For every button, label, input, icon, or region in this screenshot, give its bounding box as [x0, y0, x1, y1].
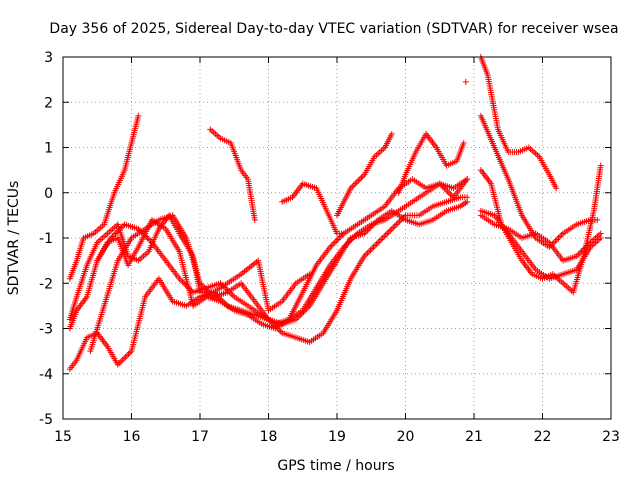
y-tick-label: 2 [44, 95, 53, 111]
data-point [390, 224, 397, 231]
x-tick-label: 21 [465, 429, 483, 445]
data-point [378, 236, 385, 243]
data-point [185, 284, 192, 291]
data-point [597, 162, 604, 169]
data-point [365, 248, 372, 255]
data-point [382, 231, 389, 238]
data-point [251, 216, 258, 223]
data-point [388, 130, 395, 137]
y-tick-label: 1 [44, 141, 53, 157]
x-tick-label: 19 [328, 429, 346, 445]
data-point [393, 221, 400, 228]
data-point [464, 198, 471, 205]
data-point [460, 139, 467, 146]
data-point [352, 180, 359, 187]
data-point [372, 242, 379, 249]
data-point [123, 352, 130, 359]
y-tick-label: -2 [39, 276, 53, 292]
data-point [333, 238, 340, 245]
data-point [553, 185, 560, 192]
data-point [364, 250, 371, 257]
x-tick-label: 22 [534, 429, 552, 445]
y-tick-label: 0 [44, 186, 53, 202]
data-point [373, 241, 380, 248]
data-point [119, 357, 126, 364]
data-point [553, 236, 560, 243]
data-point [594, 216, 601, 223]
data-point [379, 235, 386, 241]
data-point [558, 231, 565, 238]
x-tick-label: 20 [397, 429, 415, 445]
data-point [576, 250, 583, 257]
x-tick-label: 18 [260, 429, 278, 445]
data-point [394, 219, 401, 226]
data-point [353, 179, 360, 186]
data-point [362, 251, 369, 258]
x-tick-label: 23 [602, 429, 620, 445]
data-point [359, 173, 366, 180]
data-point [346, 238, 353, 245]
data-point [375, 239, 382, 246]
data-point [391, 222, 398, 229]
data-marks [66, 54, 604, 373]
data-point [229, 292, 236, 299]
data-point [381, 233, 388, 240]
data-point [387, 227, 394, 234]
data-point [331, 239, 338, 246]
data-point [464, 176, 471, 183]
data-point [376, 238, 383, 245]
data-point [369, 245, 376, 252]
x-tick-label: 16 [123, 429, 141, 445]
data-point [122, 354, 129, 361]
data-point [367, 247, 374, 254]
data-point [120, 222, 127, 229]
y-tick-label: -5 [39, 412, 53, 428]
data-point [328, 242, 335, 249]
chart-title: Day 356 of 2025, Sidereal Day-to-day VTE… [49, 21, 618, 37]
data-point [337, 233, 344, 240]
data-point [350, 182, 357, 189]
data-point [358, 174, 365, 181]
data-point [340, 230, 347, 237]
y-tick-label: -1 [39, 231, 53, 247]
y-axis-label: SDTVAR / TECUs [6, 181, 22, 296]
data-point [334, 236, 341, 243]
x-tick-label: 15 [54, 429, 72, 445]
data-point [117, 358, 124, 365]
data-point [330, 241, 337, 248]
data-point [462, 78, 469, 85]
data-point [125, 351, 132, 358]
y-tick-label: -3 [39, 322, 53, 338]
data-point [135, 112, 142, 119]
data-point [597, 230, 604, 237]
x-axis-label: GPS time / hours [277, 458, 394, 474]
data-point [557, 233, 564, 240]
data-point [384, 230, 391, 237]
data-point [552, 238, 559, 245]
data-point [388, 225, 395, 232]
y-tick-label: 3 [44, 50, 53, 66]
data-point [355, 177, 362, 184]
data-point [447, 191, 454, 198]
data-point [445, 189, 452, 196]
data-point [555, 235, 562, 241]
x-tick-label: 17 [191, 429, 209, 445]
data-point [385, 228, 392, 235]
data-point [120, 355, 127, 362]
data-point [356, 176, 363, 183]
y-tick-label: -4 [39, 367, 53, 383]
data-point [370, 244, 377, 251]
data-point [339, 231, 346, 238]
